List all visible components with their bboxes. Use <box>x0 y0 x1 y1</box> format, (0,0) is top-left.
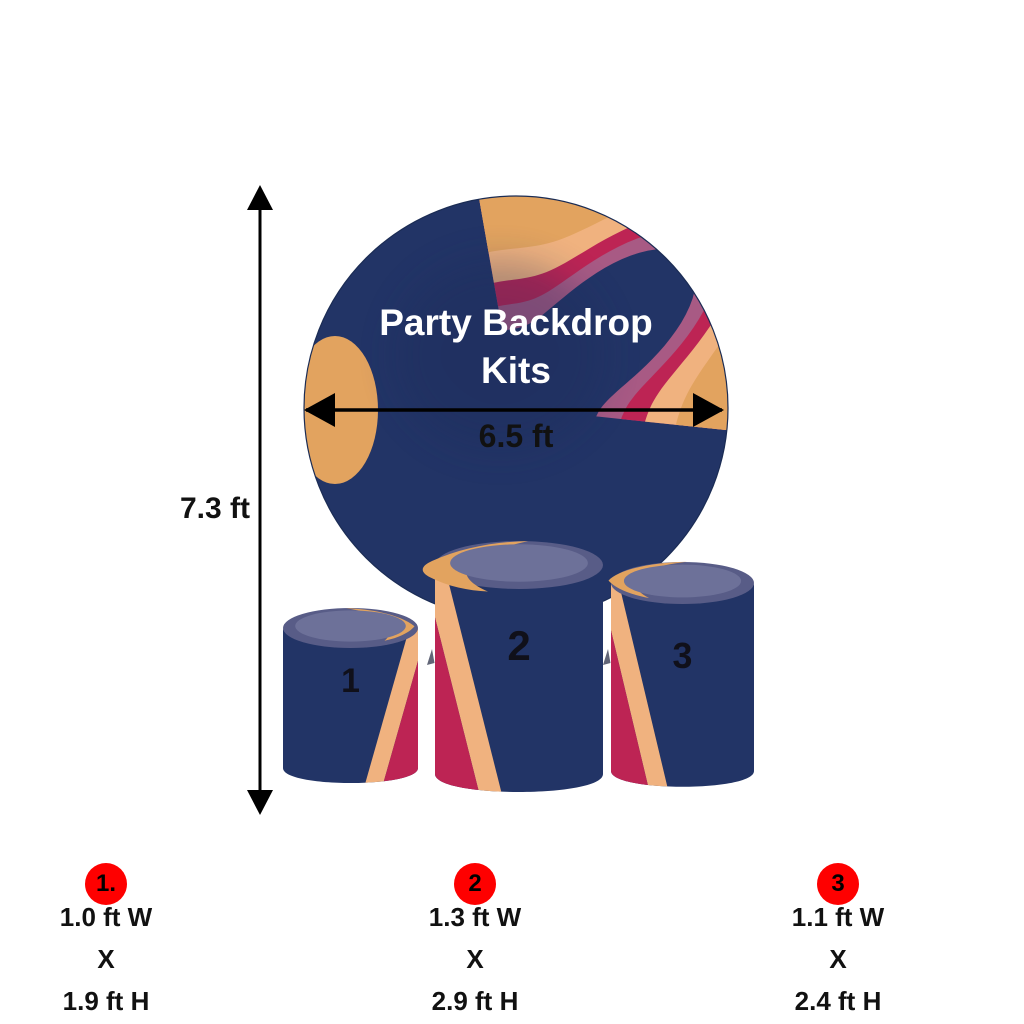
svg-text:2: 2 <box>507 622 530 669</box>
svg-text:Party Backdrop: Party Backdrop <box>379 302 653 343</box>
svg-text:3: 3 <box>673 636 693 676</box>
svg-text:1: 1 <box>341 662 360 700</box>
svg-text:7.3 ft: 7.3 ft <box>180 492 250 525</box>
svg-text:Kits: Kits <box>481 350 551 391</box>
svg-text:6.5 ft: 6.5 ft <box>479 418 554 454</box>
